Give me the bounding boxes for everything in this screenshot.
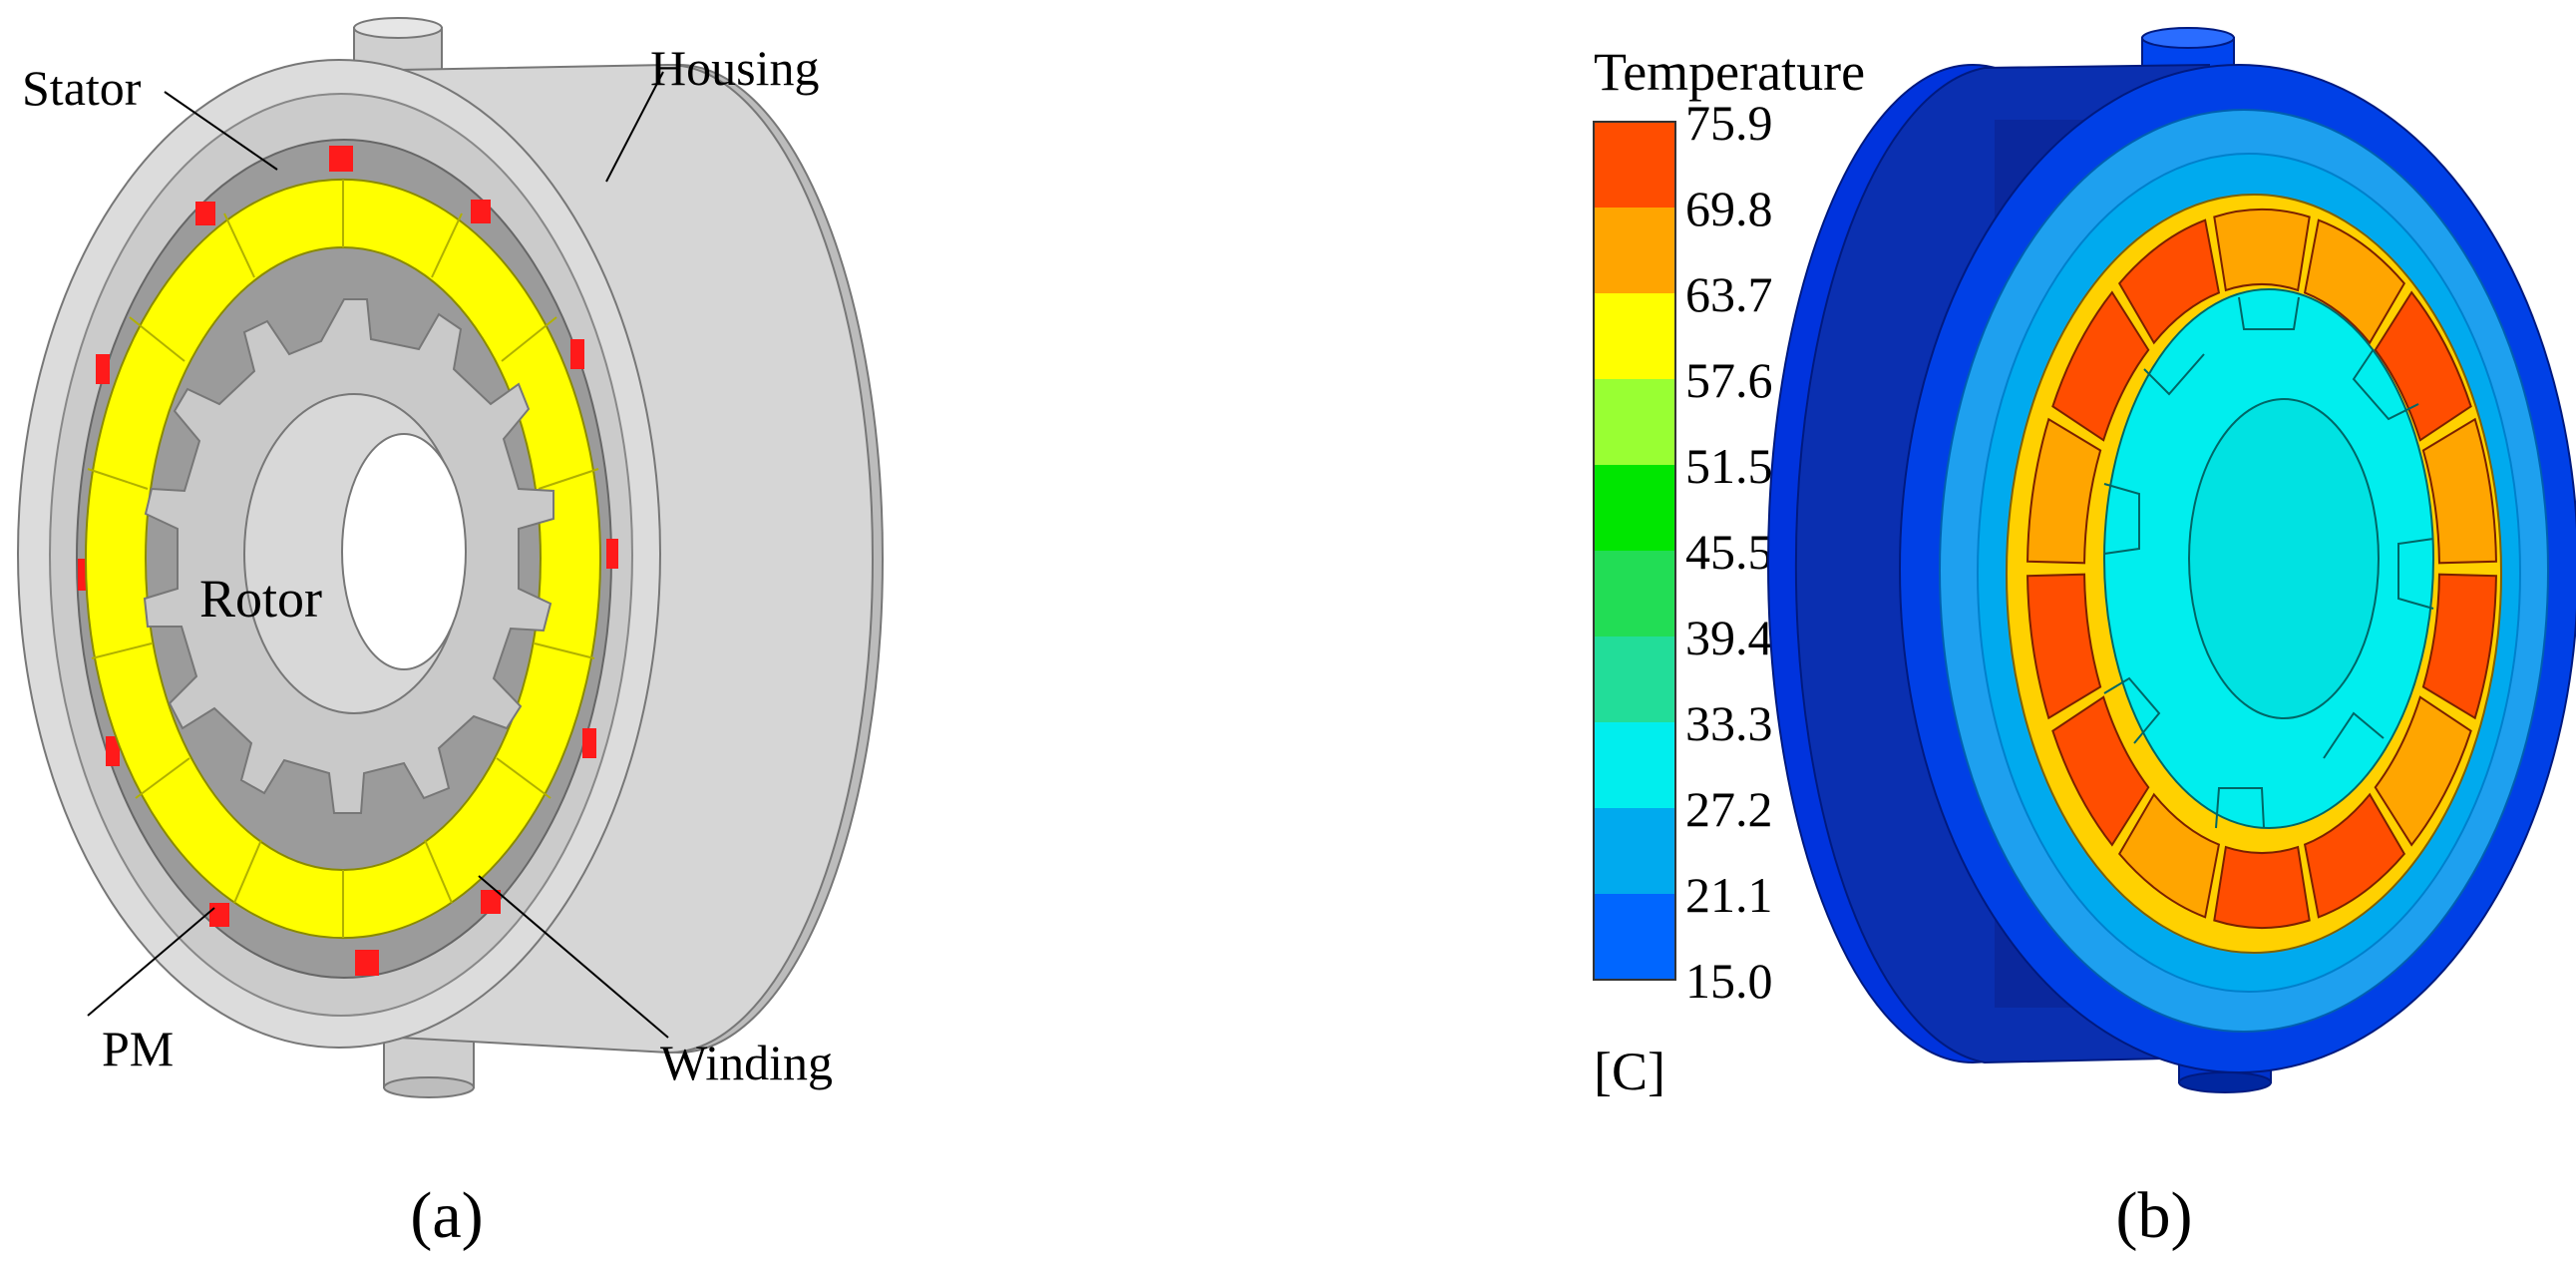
panel-b-temperature-map: Temperature 75.9 69.8 63.7 57.6 51.5 45.5 39.4… [1593, 27, 2576, 1252]
winding-segment [2421, 417, 2497, 565]
legend-title: Temperature [1594, 42, 1865, 102]
legend-unit: [C] [1594, 1042, 1665, 1101]
legend-band [1594, 636, 1675, 722]
winding-segment [2026, 573, 2102, 720]
winding-segment [2374, 290, 2472, 442]
legend-band [1594, 122, 1675, 208]
winding-segment [2421, 573, 2497, 720]
legend-color-bands [1593, 121, 1676, 981]
legend-tick-labels: 75.9 69.8 63.7 57.6 51.5 45.5 39.4 33.3 27.2 21.1… [1685, 95, 1773, 1009]
winding-segment [2303, 218, 2406, 345]
winding-segment-lines [87, 180, 599, 938]
caption-b: (b) [2116, 1179, 2193, 1252]
winding-segment [2303, 792, 2406, 919]
leader-lines [87, 71, 669, 1039]
legend-border [1593, 121, 1676, 981]
winding-ring [84, 179, 602, 939]
label-rotor: Rotor [199, 569, 322, 629]
label-housing: Housing [650, 40, 819, 96]
winding-segment [2213, 845, 2311, 929]
legend-tick-label: 39.4 [1685, 610, 1773, 665]
temperature-legend: Temperature 75.9 69.8 63.7 57.6 51.5 45.5 39.4… [1593, 42, 1865, 1101]
legend-band [1594, 551, 1675, 636]
legend-tick-label: 15.0 [1685, 953, 1773, 1009]
legend-band [1594, 293, 1675, 379]
caption-a: (a) [410, 1179, 483, 1252]
winding-segment [2213, 209, 2311, 292]
label-stator: Stator [22, 60, 142, 116]
rotor-teeth-outline [2103, 296, 2434, 829]
winding-segment [2051, 290, 2150, 442]
legend-tick-label: 27.2 [1685, 781, 1773, 837]
legend-tick-label: 51.5 [1685, 438, 1773, 494]
legend-tick-label: 63.7 [1685, 266, 1773, 322]
rotor-bore-b [2188, 398, 2380, 719]
rotor-bore-hole [341, 433, 467, 670]
legend-tick-label: 75.9 [1685, 95, 1773, 151]
legend-tick-label: 45.5 [1685, 524, 1773, 580]
legend-band [1594, 379, 1675, 465]
legend-band [1594, 465, 1675, 551]
legend-tick-label: 57.6 [1685, 352, 1773, 408]
label-pm: PM [102, 1021, 174, 1076]
label-winding: Winding [660, 1035, 833, 1090]
legend-tick-label: 33.3 [1685, 695, 1773, 751]
winding-segment [2026, 417, 2102, 565]
legend-band [1594, 808, 1675, 894]
winding-segment [2117, 792, 2221, 919]
winding-segment [2374, 695, 2472, 847]
legend-band [1594, 208, 1675, 293]
legend-band [1594, 894, 1675, 980]
winding-segments-b [2026, 209, 2497, 929]
panel-a-cad-model: Stator Housing Rotor PM Winding (a) [17, 17, 884, 1252]
legend-band [1594, 722, 1675, 808]
legend-tick-label: 21.1 [1685, 867, 1773, 923]
winding-segment [2117, 218, 2221, 345]
legend-tick-label: 69.8 [1685, 181, 1773, 236]
winding-segment [2051, 695, 2150, 847]
